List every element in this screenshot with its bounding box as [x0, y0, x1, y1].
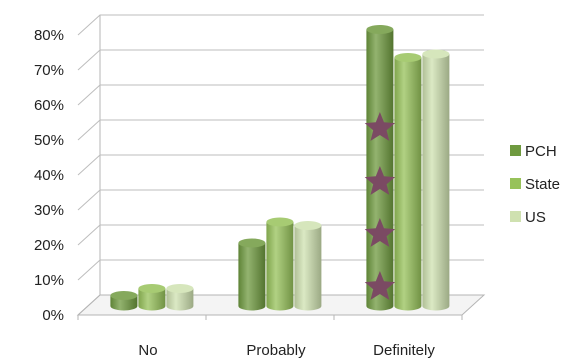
y-tick-label: 50% — [34, 132, 64, 149]
bar-body — [166, 288, 194, 311]
star-icon — [364, 271, 396, 300]
x-axis-labels: No Probably Definitely — [138, 342, 435, 359]
bar-state-no — [138, 284, 166, 311]
star-annotations — [364, 112, 396, 300]
x-category-label: Definitely — [373, 342, 435, 359]
bar-top — [294, 221, 322, 230]
bar-top — [166, 284, 194, 293]
bar-body — [422, 54, 450, 311]
bar-pch-probably — [238, 238, 266, 311]
bar-top — [110, 291, 138, 300]
bars — [110, 25, 450, 311]
bar-top — [266, 217, 294, 227]
y-tick-label: 60% — [34, 97, 64, 114]
gridline — [77, 49, 484, 71]
legend: PCH State US — [510, 143, 560, 226]
bar-top — [394, 53, 422, 62]
y-axis-ticks: 0% 10% 20% 30% 40% 50% 60% 70% 80% — [34, 27, 64, 324]
bar-us-no — [166, 284, 194, 311]
y-tick-label: 20% — [34, 237, 64, 254]
legend-label: State — [525, 176, 560, 193]
gridlines — [77, 14, 484, 281]
bar-body — [394, 57, 422, 311]
bar-body — [266, 222, 294, 311]
y-tick-label: 70% — [34, 62, 64, 79]
legend-swatch — [510, 145, 521, 156]
legend-label: PCH — [525, 143, 557, 160]
bar-pch-no — [110, 291, 138, 311]
gridline — [77, 224, 484, 246]
y-tick-label: 80% — [34, 27, 64, 44]
gridline — [77, 259, 484, 281]
x-category-label: No — [138, 342, 157, 359]
axis-depth-line — [77, 294, 101, 316]
y-tick-label: 10% — [34, 272, 64, 289]
bar-top — [422, 49, 450, 59]
legend-swatch — [510, 178, 521, 189]
legend-label: US — [525, 209, 546, 226]
y-tick-label: 30% — [34, 202, 64, 219]
bar-us-probably — [294, 221, 322, 311]
bar-body — [138, 288, 166, 311]
bar-body — [238, 243, 266, 311]
gridline — [77, 154, 484, 176]
gridline — [77, 84, 484, 106]
gridline — [77, 189, 484, 211]
bar-top — [238, 238, 266, 248]
bar-state-probably — [266, 217, 294, 311]
x-category-label: Probably — [246, 342, 306, 359]
bar-top — [138, 284, 166, 293]
bar-state-definitely — [394, 53, 422, 311]
gridline — [77, 14, 484, 36]
bar-us-definitely — [422, 49, 450, 311]
bar-body — [294, 225, 322, 311]
y-tick-label: 0% — [42, 307, 64, 324]
y-tick-label: 40% — [34, 167, 64, 184]
bar-top — [366, 25, 394, 34]
star-icon — [364, 112, 396, 141]
gridline — [77, 119, 484, 141]
star-icon — [364, 166, 396, 195]
star-icon — [364, 218, 396, 247]
legend-swatch — [510, 211, 521, 222]
